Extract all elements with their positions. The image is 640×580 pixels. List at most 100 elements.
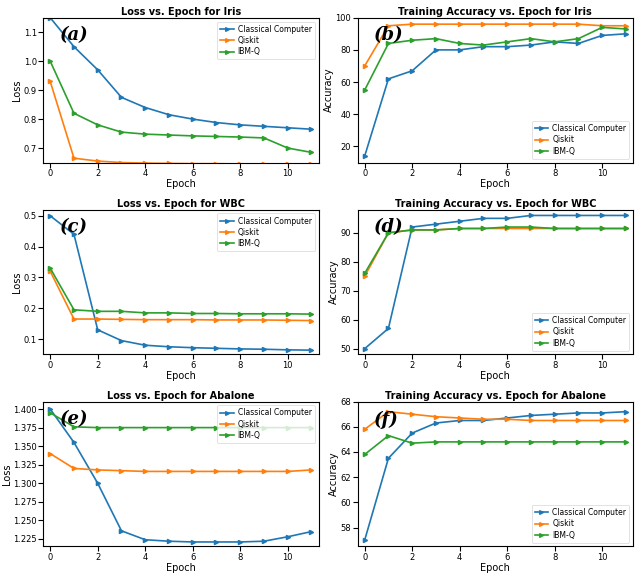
Text: (b): (b) xyxy=(374,27,404,45)
Text: (e): (e) xyxy=(60,410,88,428)
IBM-Q xyxy=(408,37,416,44)
Title: Training Accuracy vs. Epoch for Abalone: Training Accuracy vs. Epoch for Abalone xyxy=(385,391,606,401)
Y-axis label: Loss: Loss xyxy=(1,463,12,485)
Classical Computer xyxy=(361,345,369,352)
IBM-Q xyxy=(622,225,630,232)
Qiskit xyxy=(260,317,268,324)
Classical Computer xyxy=(165,111,173,118)
Qiskit xyxy=(527,21,535,28)
Qiskit xyxy=(212,468,220,475)
Line: Qiskit: Qiskit xyxy=(363,22,628,68)
IBM-Q xyxy=(622,26,630,32)
Classical Computer xyxy=(479,417,487,424)
IBM-Q xyxy=(118,129,125,136)
Y-axis label: Accuracy: Accuracy xyxy=(329,260,339,305)
Classical Computer xyxy=(575,40,582,47)
Classical Computer xyxy=(189,344,196,351)
Text: (a): (a) xyxy=(60,27,88,45)
IBM-Q xyxy=(189,310,196,317)
Classical Computer xyxy=(70,43,78,50)
IBM-Q xyxy=(94,121,102,128)
IBM-Q xyxy=(503,438,511,445)
Legend: Classical Computer, Qiskit, IBM-Q: Classical Computer, Qiskit, IBM-Q xyxy=(532,505,629,543)
IBM-Q xyxy=(141,130,149,137)
Qiskit xyxy=(118,467,125,474)
Classical Computer xyxy=(456,417,463,424)
IBM-Q xyxy=(141,424,149,431)
Classical Computer xyxy=(598,409,606,416)
Y-axis label: Accuracy: Accuracy xyxy=(329,452,339,496)
Classical Computer xyxy=(432,220,440,227)
Qiskit xyxy=(408,411,416,418)
Classical Computer xyxy=(527,212,535,219)
X-axis label: Epoch: Epoch xyxy=(166,371,196,381)
Qiskit xyxy=(456,415,463,422)
X-axis label: Epoch: Epoch xyxy=(481,371,510,381)
Classical Computer xyxy=(260,123,268,130)
IBM-Q xyxy=(456,40,463,47)
Y-axis label: Loss: Loss xyxy=(12,79,22,101)
Line: Qiskit: Qiskit xyxy=(48,451,314,473)
Classical Computer xyxy=(408,430,416,437)
Title: Loss vs. Epoch for Iris: Loss vs. Epoch for Iris xyxy=(121,7,241,17)
Classical Computer xyxy=(212,119,220,126)
IBM-Q xyxy=(361,451,369,458)
IBM-Q xyxy=(598,225,606,232)
IBM-Q xyxy=(165,132,173,139)
Classical Computer xyxy=(622,212,630,219)
Line: IBM-Q: IBM-Q xyxy=(363,225,628,276)
Line: Classical Computer: Classical Computer xyxy=(48,16,314,131)
Classical Computer xyxy=(189,115,196,122)
Qiskit xyxy=(361,273,369,280)
IBM-Q xyxy=(236,424,244,431)
IBM-Q xyxy=(94,308,102,315)
IBM-Q xyxy=(94,424,102,431)
Text: (d): (d) xyxy=(374,218,404,237)
Line: IBM-Q: IBM-Q xyxy=(48,411,314,430)
Qiskit xyxy=(70,465,78,472)
Qiskit xyxy=(308,161,316,168)
X-axis label: Epoch: Epoch xyxy=(166,563,196,573)
Classical Computer xyxy=(527,42,535,49)
IBM-Q xyxy=(308,311,316,318)
Qiskit xyxy=(46,78,54,85)
Legend: Classical Computer, Qiskit, IBM-Q: Classical Computer, Qiskit, IBM-Q xyxy=(532,313,629,351)
Classical Computer xyxy=(456,218,463,224)
Classical Computer xyxy=(118,94,125,101)
Qiskit xyxy=(118,159,125,166)
IBM-Q xyxy=(479,42,487,49)
Legend: Classical Computer, Qiskit, IBM-Q: Classical Computer, Qiskit, IBM-Q xyxy=(217,21,315,59)
Classical Computer xyxy=(165,538,173,545)
Qiskit xyxy=(385,22,392,29)
Classical Computer xyxy=(118,337,125,344)
IBM-Q xyxy=(189,424,196,431)
IBM-Q xyxy=(551,225,559,232)
Qiskit xyxy=(479,21,487,28)
Classical Computer xyxy=(432,46,440,53)
Qiskit xyxy=(598,225,606,232)
Qiskit xyxy=(70,155,78,162)
Classical Computer xyxy=(503,215,511,222)
Classical Computer xyxy=(551,212,559,219)
Qiskit xyxy=(479,225,487,232)
IBM-Q xyxy=(212,424,220,431)
IBM-Q xyxy=(308,424,316,431)
Qiskit xyxy=(622,225,630,232)
IBM-Q xyxy=(432,35,440,42)
Line: Qiskit: Qiskit xyxy=(48,269,314,322)
Qiskit xyxy=(236,317,244,324)
IBM-Q xyxy=(308,149,316,156)
Title: Training Accuracy vs. Epoch for Iris: Training Accuracy vs. Epoch for Iris xyxy=(399,7,592,17)
IBM-Q xyxy=(118,424,125,431)
Qiskit xyxy=(503,225,511,232)
Line: Classical Computer: Classical Computer xyxy=(363,213,628,351)
Classical Computer xyxy=(284,124,292,131)
IBM-Q xyxy=(212,133,220,140)
IBM-Q xyxy=(503,38,511,45)
IBM-Q xyxy=(527,438,535,445)
Qiskit xyxy=(551,225,559,232)
Qiskit xyxy=(141,316,149,323)
Line: IBM-Q: IBM-Q xyxy=(48,266,314,316)
Qiskit xyxy=(284,161,292,168)
Qiskit xyxy=(260,468,268,475)
